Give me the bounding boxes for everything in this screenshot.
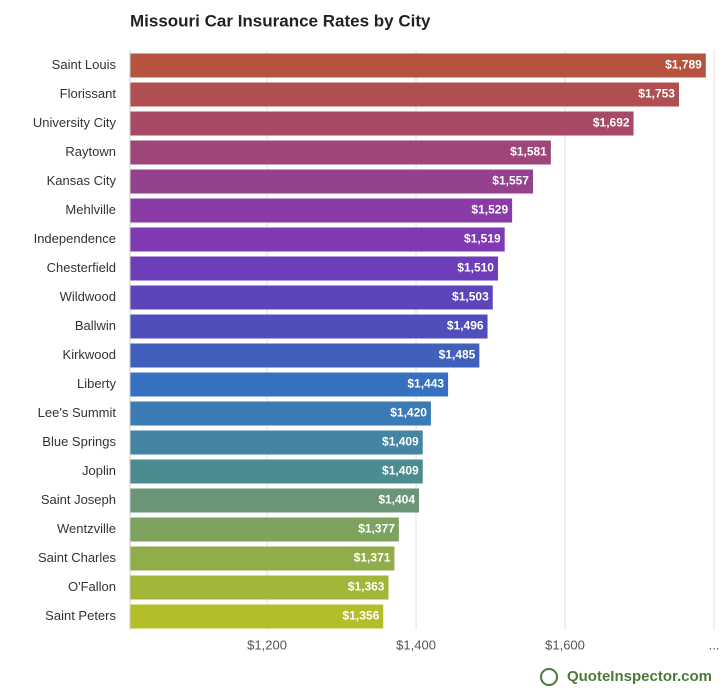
bar bbox=[130, 285, 493, 310]
value-label: $1,409 bbox=[382, 435, 419, 449]
value-label: $1,529 bbox=[471, 203, 508, 217]
value-label: $1,404 bbox=[378, 493, 415, 507]
y-tick-label: Wildwood bbox=[60, 289, 116, 304]
y-tick-label: Saint Louis bbox=[52, 57, 117, 72]
y-tick-label: Saint Joseph bbox=[41, 492, 116, 507]
bar bbox=[130, 314, 488, 339]
bar bbox=[130, 430, 423, 455]
x-tick-label: $1,400 bbox=[396, 637, 436, 652]
value-label: $1,409 bbox=[382, 464, 419, 478]
y-tick-label: Chesterfield bbox=[47, 260, 116, 275]
y-tick-label: Joplin bbox=[82, 463, 116, 478]
bar bbox=[130, 53, 706, 78]
y-tick-label: Liberty bbox=[77, 376, 117, 391]
bar bbox=[130, 546, 395, 571]
value-label: $1,789 bbox=[665, 58, 702, 72]
y-tick-label: Blue Springs bbox=[42, 434, 116, 449]
y-tick-label: Lee's Summit bbox=[38, 405, 117, 420]
bar bbox=[130, 198, 513, 223]
y-tick-label: Wentzville bbox=[57, 521, 116, 536]
y-tick-label: O'Fallon bbox=[68, 579, 116, 594]
y-tick-label: Kirkwood bbox=[63, 347, 116, 362]
y-tick-label: Ballwin bbox=[75, 318, 116, 333]
value-label: $1,443 bbox=[407, 377, 444, 391]
bar bbox=[130, 459, 423, 484]
value-label: $1,510 bbox=[457, 261, 494, 275]
value-label: $1,581 bbox=[510, 145, 547, 159]
credit: QuoteInspector.com bbox=[567, 668, 712, 685]
bar bbox=[130, 256, 498, 281]
credit-icon bbox=[540, 668, 558, 686]
y-tick-label: Kansas City bbox=[47, 173, 117, 188]
bar bbox=[130, 604, 384, 629]
value-label: $1,356 bbox=[343, 609, 380, 623]
bar bbox=[130, 82, 679, 107]
y-tick-label: Raytown bbox=[65, 144, 116, 159]
value-label: $1,692 bbox=[593, 116, 630, 130]
value-label: $1,485 bbox=[439, 348, 476, 362]
x-tick-label: $1,600 bbox=[545, 637, 585, 652]
bar bbox=[130, 140, 551, 165]
bar bbox=[130, 575, 389, 600]
value-label: $1,753 bbox=[638, 87, 675, 101]
value-label: $1,503 bbox=[452, 290, 489, 304]
chart-title: Missouri Car Insurance Rates by City bbox=[130, 11, 431, 30]
value-label: $1,420 bbox=[390, 406, 427, 420]
bar bbox=[130, 227, 505, 252]
y-tick-label: Saint Charles bbox=[38, 550, 117, 565]
y-tick-label: Florissant bbox=[60, 86, 117, 101]
y-tick-label: Mehlville bbox=[65, 202, 116, 217]
value-label: $1,519 bbox=[464, 232, 501, 246]
bar bbox=[130, 343, 480, 368]
y-tick-label: University City bbox=[33, 115, 117, 130]
value-label: $1,363 bbox=[348, 580, 385, 594]
bar bbox=[130, 372, 449, 397]
value-label: $1,496 bbox=[447, 319, 484, 333]
bar bbox=[130, 517, 399, 542]
x-tick-label: ... bbox=[709, 637, 720, 652]
bar bbox=[130, 488, 420, 513]
y-tick-label: Independence bbox=[34, 231, 116, 246]
value-label: $1,371 bbox=[354, 551, 391, 565]
bar bbox=[130, 401, 431, 426]
bar bbox=[130, 169, 533, 194]
y-tick-label: Saint Peters bbox=[45, 608, 116, 623]
x-tick-label: $1,200 bbox=[247, 637, 287, 652]
value-label: $1,377 bbox=[358, 522, 395, 536]
value-label: $1,557 bbox=[492, 174, 529, 188]
bar bbox=[130, 111, 634, 136]
